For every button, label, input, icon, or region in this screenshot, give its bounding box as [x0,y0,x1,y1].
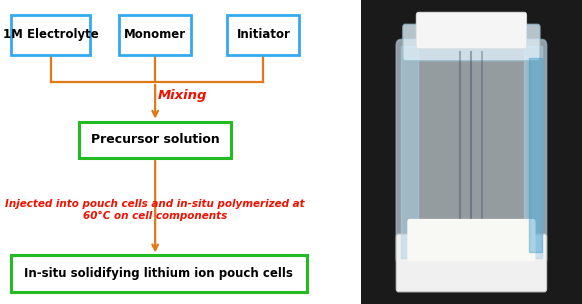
FancyBboxPatch shape [407,219,535,261]
Text: 1M Electrolyte: 1M Electrolyte [3,29,98,41]
Text: Injected into pouch cells and in-situ polymerized at
60°C on cell components: Injected into pouch cells and in-situ po… [5,199,305,221]
FancyBboxPatch shape [11,255,307,292]
FancyBboxPatch shape [416,12,527,49]
Text: Initiator: Initiator [236,29,290,41]
Text: Mixing: Mixing [158,89,207,102]
FancyBboxPatch shape [79,122,231,158]
Text: Monomer: Monomer [124,29,186,41]
FancyBboxPatch shape [119,15,191,55]
FancyBboxPatch shape [396,234,546,292]
FancyBboxPatch shape [11,15,90,55]
FancyBboxPatch shape [228,15,300,55]
Text: Precursor solution: Precursor solution [91,133,219,146]
Text: In-situ solidifying lithium ion pouch cells: In-situ solidifying lithium ion pouch ce… [24,267,293,280]
FancyBboxPatch shape [403,24,540,61]
FancyBboxPatch shape [396,40,546,264]
